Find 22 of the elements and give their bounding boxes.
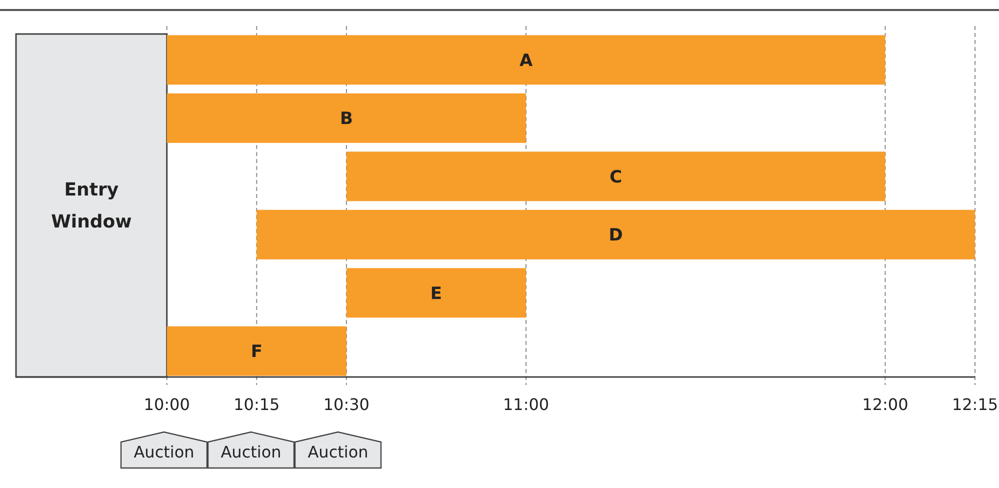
y-tick-label: F [250, 342, 262, 362]
band-label: Entry Window [51, 180, 132, 232]
bar [256, 210, 975, 260]
bar [166, 93, 526, 143]
text: Auction [220, 442, 282, 462]
y-tick-label: A [519, 50, 534, 71]
x-tick-label: 10:15 [234, 395, 280, 414]
text: Auction [308, 442, 368, 462]
y-tick-label: D [608, 226, 623, 246]
y-tick-label: B [340, 109, 353, 130]
bar [166, 326, 346, 376]
bar [346, 152, 886, 202]
x-tick-label: 12:00 [862, 395, 908, 414]
bar [166, 35, 886, 85]
x-tick-label: 12:15 [952, 395, 998, 414]
x-tick-label: 11:00 [502, 395, 550, 414]
y-tick-label: E [430, 284, 442, 304]
y-tick-label: C [610, 167, 622, 188]
bar [346, 268, 526, 318]
text: Auction [134, 442, 194, 462]
x-tick-label: 10:30 [323, 395, 370, 414]
x-tick-label: 10:00 [144, 395, 190, 414]
